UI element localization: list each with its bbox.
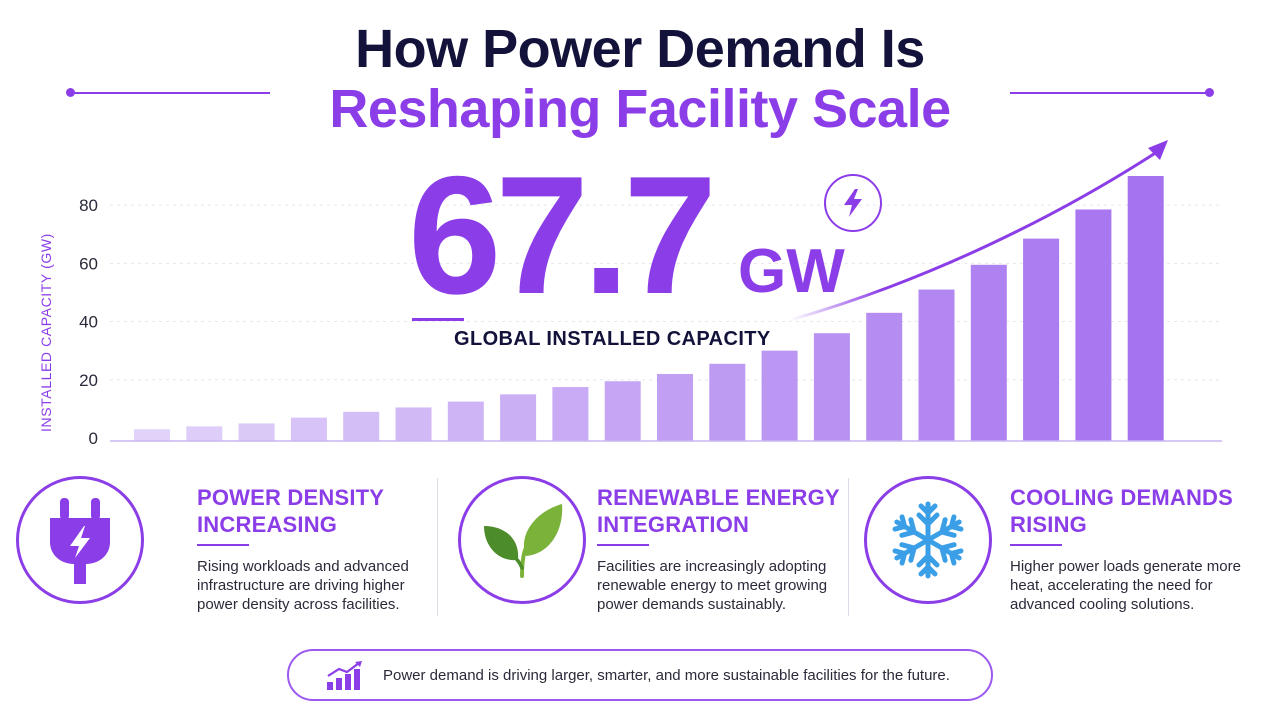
- title-line-2: Reshaping Facility Scale: [329, 79, 951, 139]
- footer-text: Power demand is driving larger, smarter,…: [383, 666, 950, 684]
- chart-bar: [552, 387, 589, 441]
- leaf-icon: [458, 476, 586, 604]
- lightning-bolt-icon: [824, 174, 882, 232]
- card-title-renewable-energy: RENEWABLE ENERGY INTEGRATION: [597, 484, 840, 538]
- card-text-line: renewable energy to meet growing: [597, 577, 828, 594]
- chart-bar: [238, 423, 275, 441]
- card-text-line: heat, accelerating the need for: [1010, 577, 1213, 594]
- chart-y-tick-label: 0: [89, 429, 98, 448]
- page-title: How Power Demand Is Reshaping Facility S…: [0, 18, 1280, 138]
- card-text-line: power density across facilities.: [197, 596, 400, 613]
- card-rule: [197, 544, 249, 546]
- card-text-line: Rising workloads and advanced: [197, 558, 409, 575]
- capacity-bar-chart: 0 20 40 60 80 INSTALLED CAPACITY (GW): [38, 140, 1222, 448]
- title-rule-right: [1010, 92, 1208, 94]
- card-title-line: INTEGRATION: [597, 512, 750, 537]
- chart-y-tick-label: 40: [79, 313, 98, 332]
- chart-bar: [918, 289, 955, 441]
- card-title-line: COOLING DEMANDS: [1010, 485, 1233, 510]
- chart-bar: [447, 401, 484, 441]
- card-title-line: RISING: [1010, 512, 1087, 537]
- chart-y-tick-label: 80: [79, 196, 98, 215]
- highlight-value: 67.7: [408, 141, 717, 329]
- chart-y-tick-label: 60: [79, 254, 98, 273]
- chart-y-axis-label: INSTALLED CAPACITY (GW): [38, 233, 54, 432]
- chart-bar: [1075, 209, 1112, 441]
- chart-y-ticks: 0 20 40 60 80: [79, 196, 98, 448]
- chart-bars: [134, 176, 1164, 441]
- chart-bar: [186, 426, 223, 441]
- card-title-cooling-demands: COOLING DEMANDS RISING: [1010, 484, 1233, 538]
- chart-bar: [657, 373, 693, 441]
- chart-bar: [866, 312, 903, 441]
- chart-bar: [604, 381, 641, 441]
- trend-arrow-head: [1148, 140, 1168, 160]
- chart-bar: [343, 411, 380, 441]
- title-rule-left-dot: [66, 88, 75, 97]
- power-plug-icon: [16, 476, 144, 604]
- chart-bar: [761, 350, 798, 441]
- chart-bar: [395, 407, 432, 441]
- card-title-power-density: POWER DENSITY INCREASING: [197, 484, 384, 538]
- card-text-cooling-demands: Higher power loads generate more heat, a…: [1010, 557, 1241, 614]
- card-rule: [597, 544, 649, 546]
- snowflake-icon: [864, 476, 992, 604]
- card-title-line: RENEWABLE ENERGY: [597, 485, 840, 510]
- chart-bar: [500, 394, 537, 441]
- footer-banner: Power demand is driving larger, smarter,…: [287, 649, 993, 701]
- card-title-line: INCREASING: [197, 512, 338, 537]
- chart-bar: [970, 264, 1007, 441]
- chart-y-tick-label: 20: [79, 371, 98, 390]
- highlight-unit: GW: [738, 237, 845, 306]
- card-text-power-density: Rising workloads and advanced infrastruc…: [197, 557, 409, 614]
- highlight-rule: [412, 318, 464, 321]
- card-text-line: Facilities are increasingly adopting: [597, 558, 827, 575]
- chart-bar: [1023, 238, 1060, 441]
- trend-arrow: [789, 148, 1161, 322]
- card-text-line: power demands sustainably.: [597, 596, 786, 613]
- chart-bar: [290, 417, 327, 441]
- card-text-line: advanced cooling solutions.: [1010, 596, 1195, 613]
- card-text-renewable-energy: Facilities are increasingly adopting ren…: [597, 557, 827, 614]
- title-rule-left: [72, 92, 270, 94]
- card-divider: [848, 478, 849, 616]
- card-rule: [1010, 544, 1062, 546]
- highlight-label: GLOBAL INSTALLED CAPACITY: [454, 328, 771, 350]
- card-title-line: POWER DENSITY: [197, 485, 385, 510]
- title-rule-right-dot: [1205, 88, 1214, 97]
- card-divider: [437, 478, 438, 616]
- card-text-line: infrastructure are driving higher: [197, 577, 405, 594]
- card-text-line: Higher power loads generate more: [1010, 558, 1241, 575]
- chart-bar: [134, 429, 170, 441]
- chart-bar: [813, 333, 850, 441]
- chart-bar: [709, 363, 746, 441]
- title-line-1: How Power Demand Is: [355, 19, 925, 79]
- chart-bar: [1127, 176, 1164, 441]
- growth-chart-icon: [327, 661, 362, 690]
